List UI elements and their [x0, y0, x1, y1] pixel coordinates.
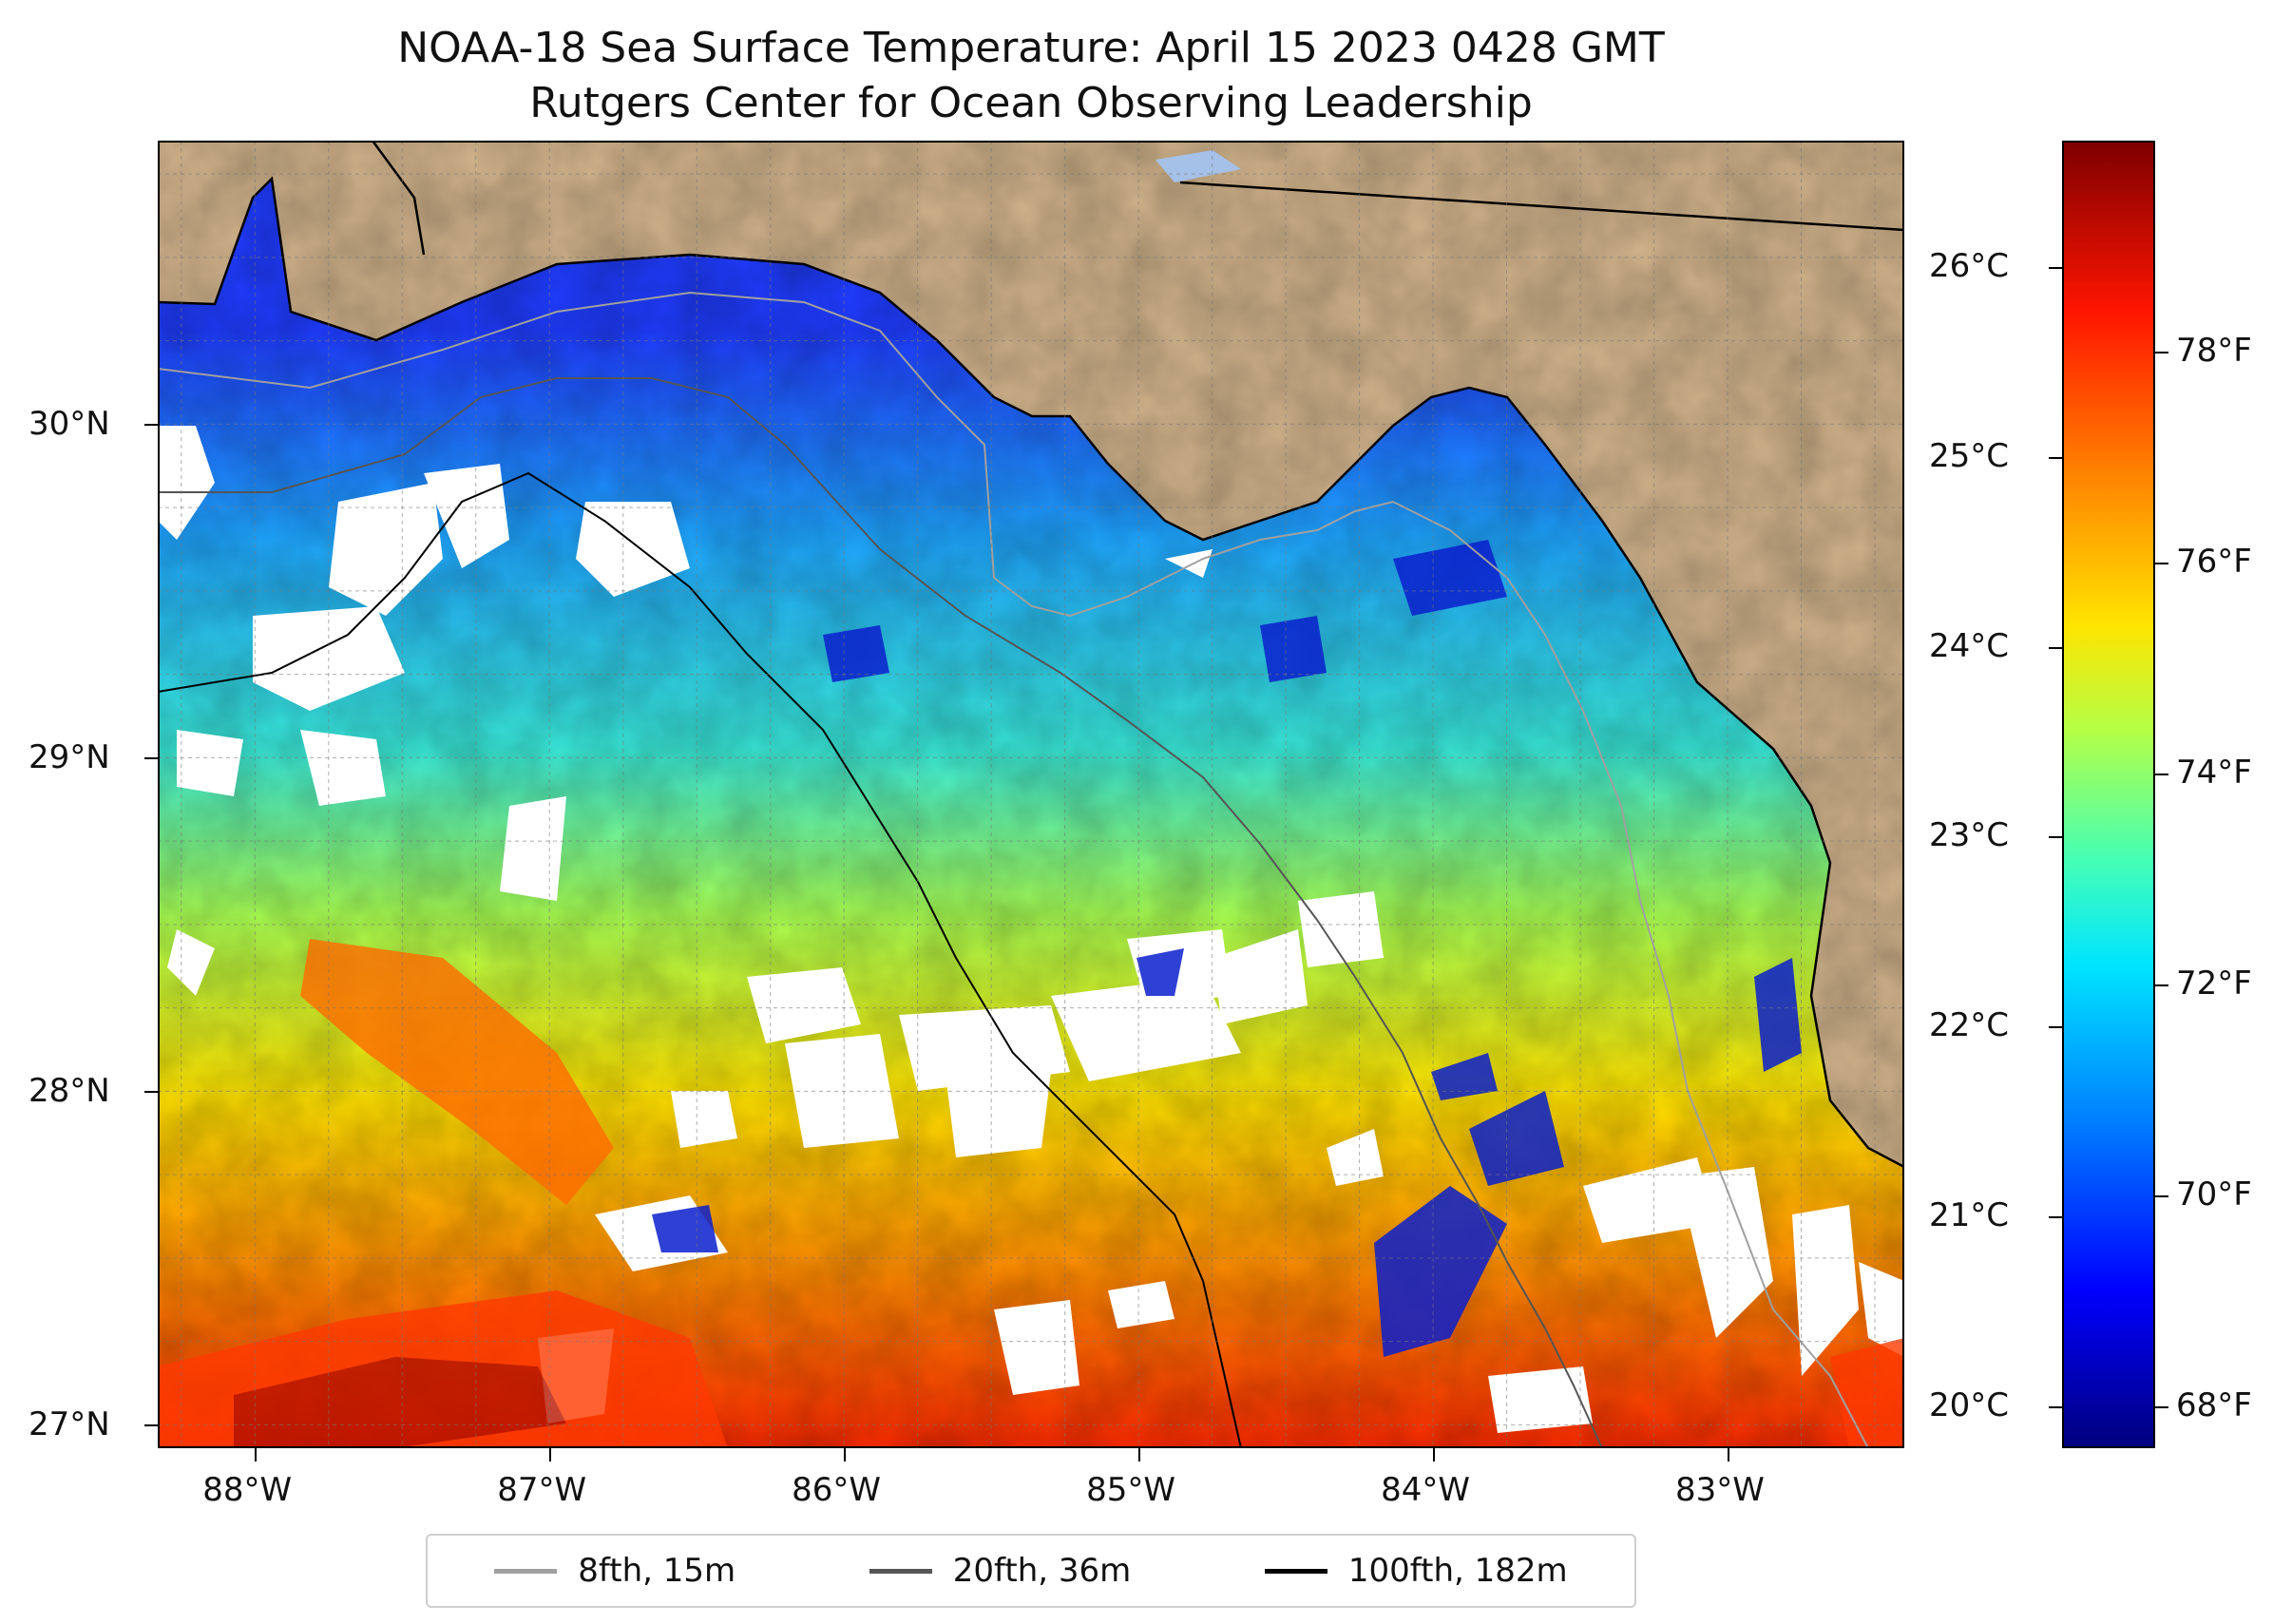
isobath-36m	[158, 377, 1603, 1448]
fahrenheit-tick	[2155, 1405, 2168, 1408]
fahrenheit-tick-label: 72°F	[2176, 964, 2252, 1003]
lat-tick	[144, 1424, 158, 1427]
fahrenheit-tick	[2155, 1194, 2168, 1197]
celsius-tick	[2049, 1026, 2062, 1029]
fahrenheit-tick-label: 70°F	[2176, 1175, 2252, 1213]
celsius-tick-label: 25°C	[1929, 436, 2010, 475]
lon-tick	[844, 1448, 847, 1462]
gridlines	[158, 141, 1904, 1448]
cold-patches	[652, 540, 1802, 1357]
lon-tick	[1433, 1448, 1436, 1462]
lon-tick	[549, 1448, 552, 1462]
coastline	[158, 176, 1904, 1169]
fahrenheit-tick	[2155, 984, 2168, 986]
title-line-1: NOAA-18 Sea Surface Temperature: April 1…	[397, 24, 1665, 72]
legend-line-8fth	[494, 1568, 558, 1574]
lat-tick-label: 30°N	[29, 405, 110, 444]
isobath-15m	[158, 291, 1869, 1448]
map-title: NOAA-18 Sea Surface Temperature: April 1…	[158, 21, 1904, 131]
lon-tick	[1138, 1448, 1141, 1462]
lon-tick-label: 84°W	[1381, 1471, 1470, 1509]
lat-tick	[144, 757, 158, 760]
fahrenheit-tick	[2155, 351, 2168, 353]
celsius-tick	[2049, 836, 2062, 839]
state-border-west	[371, 141, 426, 256]
lon-tick-label: 86°W	[792, 1471, 882, 1509]
lat-tick-label: 29°N	[29, 738, 110, 777]
celsius-tick-label: 20°C	[1929, 1385, 2010, 1424]
celsius-tick	[2049, 646, 2062, 649]
legend-item-20fth: 20fth, 36m	[869, 1552, 1132, 1590]
fahrenheit-tick-label: 76°F	[2176, 542, 2252, 581]
lat-tick-label: 28°N	[29, 1072, 110, 1111]
fahrenheit-tick-label: 74°F	[2176, 753, 2252, 792]
legend-label-8fth: 8fth, 15m	[578, 1552, 736, 1590]
legend-item-8fth: 8fth, 15m	[494, 1552, 735, 1590]
fahrenheit-tick-label: 78°F	[2176, 331, 2252, 370]
celsius-tick-label: 23°C	[1929, 816, 2010, 855]
lon-tick-label: 85°W	[1086, 1471, 1176, 1509]
state-border	[1179, 181, 1904, 232]
legend-item-100fth: 100fth, 182m	[1264, 1552, 1568, 1590]
map-frame	[158, 141, 1904, 1448]
warm-patches	[158, 939, 1904, 1448]
legend-label-100fth: 100fth, 182m	[1347, 1552, 1568, 1590]
temperature-colorbar	[2062, 141, 2155, 1448]
celsius-tick	[2049, 1405, 2062, 1408]
lon-tick	[1728, 1448, 1730, 1462]
celsius-tick-label: 24°C	[1929, 626, 2010, 665]
lat-tick	[144, 1091, 158, 1094]
fahrenheit-tick	[2155, 562, 2168, 564]
celsius-tick-label: 21°C	[1929, 1195, 2010, 1234]
celsius-tick-label: 26°C	[1929, 247, 2010, 286]
lat-tick-label: 27°N	[29, 1405, 110, 1444]
isobath-legend: 8fth, 15m 20fth, 36m 100fth, 182m	[426, 1534, 1636, 1608]
lon-tick-label: 88°W	[202, 1471, 293, 1509]
celsius-tick	[2049, 456, 2062, 459]
legend-line-20fth	[869, 1568, 932, 1574]
lon-tick-label: 87°W	[497, 1471, 587, 1509]
legend-label-20fth: 20fth, 36m	[952, 1552, 1132, 1590]
isobath-182m	[158, 471, 1242, 1448]
title-line-2: Rutgers Center for Ocean Observing Leade…	[529, 79, 1533, 127]
celsius-tick	[2049, 267, 2062, 270]
lat-tick	[144, 424, 158, 427]
celsius-tick	[2049, 1215, 2062, 1218]
legend-line-100fth	[1264, 1568, 1327, 1574]
celsius-tick-label: 22°C	[1929, 1006, 2010, 1045]
lon-tick-label: 83°W	[1675, 1471, 1765, 1509]
fahrenheit-tick	[2155, 773, 2168, 775]
map-canvas	[158, 141, 1904, 1448]
fahrenheit-tick-label: 68°F	[2176, 1385, 2252, 1424]
lon-tick	[255, 1448, 258, 1462]
sst-map	[158, 141, 1904, 1448]
